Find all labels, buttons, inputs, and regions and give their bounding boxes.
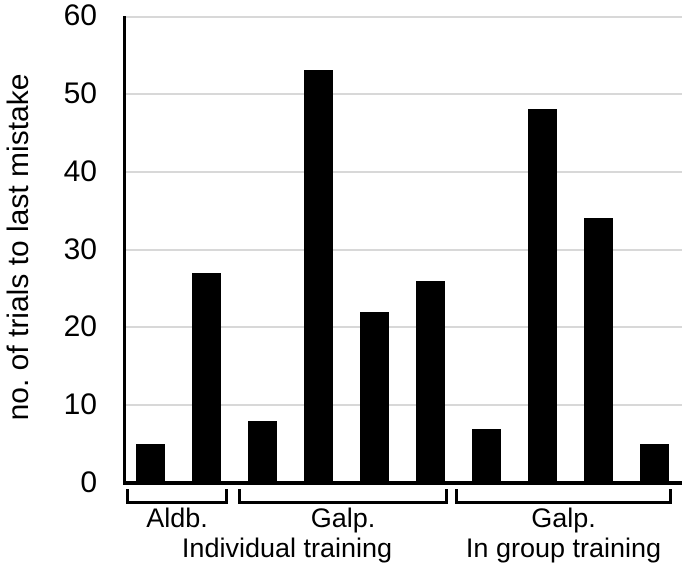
training-label: In group training — [465, 533, 662, 563]
group-bracket — [455, 489, 672, 504]
y-tick-label: 30 — [63, 232, 97, 266]
gridline — [123, 404, 682, 407]
training-label: Individual training — [181, 533, 393, 563]
group-bracket — [238, 489, 448, 504]
gridline — [123, 92, 682, 95]
bar — [415, 281, 445, 483]
bar — [471, 429, 501, 483]
y-tick-label: 40 — [63, 154, 97, 188]
bar — [136, 444, 166, 483]
group-bracket — [126, 489, 228, 504]
plot-area — [123, 16, 682, 485]
bar — [527, 109, 557, 483]
y-tick-label: 60 — [63, 0, 97, 32]
bar — [248, 421, 278, 483]
y-tick-label: 50 — [63, 76, 97, 110]
bar — [192, 273, 222, 483]
y-axis-line — [123, 16, 126, 483]
y-tick-label: 10 — [63, 388, 97, 422]
y-tick-label: 0 — [80, 466, 97, 499]
group-label: Galp. — [310, 503, 376, 533]
bar — [639, 444, 669, 483]
gridline — [123, 170, 682, 173]
bar — [360, 312, 390, 483]
x-axis-line — [123, 481, 682, 485]
bar — [583, 218, 613, 483]
group-label: Aldb. — [146, 503, 208, 533]
gridline — [123, 326, 682, 329]
group-label: Galp. — [531, 503, 596, 533]
y-tick-label: 20 — [63, 310, 97, 344]
gridline — [123, 16, 682, 18]
bar — [304, 70, 334, 483]
gridline — [123, 248, 682, 251]
